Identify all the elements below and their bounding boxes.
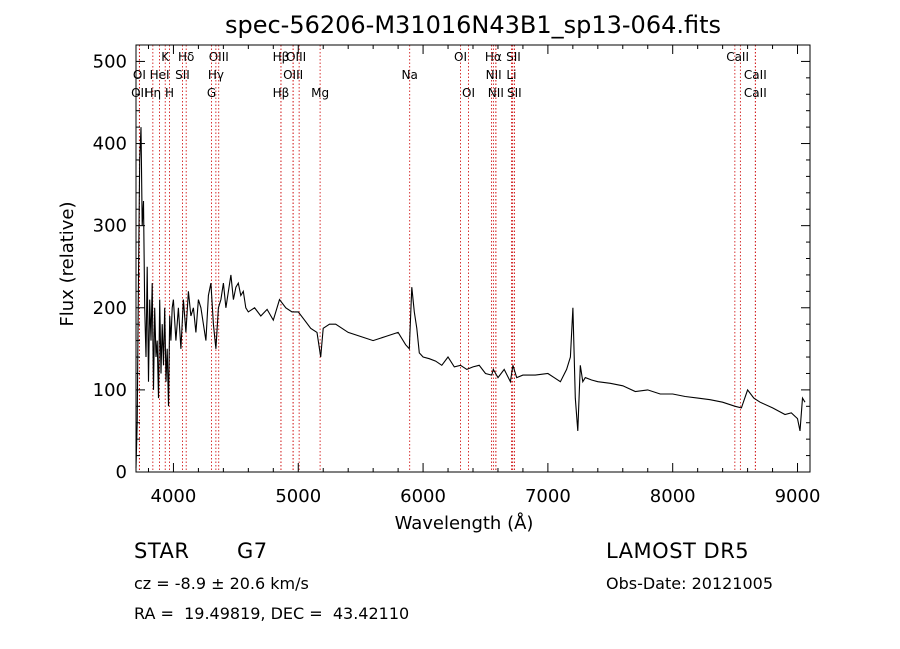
marker-label-10: HeI: [150, 68, 170, 82]
marker-label-6: Hα: [485, 50, 502, 64]
marker-label-27: CaII: [744, 86, 767, 100]
x-tick-label-1: 5000: [275, 486, 321, 507]
marker-label-1: K: [161, 50, 170, 64]
marker-label-23: Mg: [311, 86, 329, 100]
series-layer: [135, 127, 806, 468]
marker-label-7: SII: [506, 50, 521, 64]
x-tick-label-2: 6000: [400, 486, 446, 507]
marker-label-15: NII: [486, 68, 502, 82]
y-tick-label-1: 100: [93, 380, 127, 401]
plot-frame: [135, 44, 811, 473]
marker-label-19: Hη: [145, 86, 162, 100]
marker-label-17: CaII: [744, 68, 767, 82]
line-markers: Hβ K Hδ OIII OIII OI Hα SII CaII OI HeI SII Hγ OIII Na…: [131, 45, 767, 472]
marker-label-12: Hγ: [208, 68, 224, 82]
marker-label-11: SII: [175, 68, 190, 82]
marker-label-25: NII: [488, 86, 504, 100]
x-tick-label-4: 8000: [650, 486, 696, 507]
marker-label-21: G: [207, 86, 216, 100]
y-tick-label-2: 200: [93, 298, 127, 319]
marker-label-16: Li: [506, 68, 516, 82]
marker-label-2: Hδ: [178, 50, 194, 64]
marker-label-26: SII: [507, 86, 522, 100]
chart-title: spec-56206-M31016N43B1_sp13-064.fits: [225, 11, 721, 39]
x-axis-label: Wavelength (Å): [395, 512, 534, 534]
spectrum-series-0: [135, 127, 806, 468]
y-tick-label-3: 300: [93, 216, 127, 237]
y-tick-label-5: 500: [93, 51, 127, 72]
object-subclass: G7: [237, 539, 268, 563]
coordinates-readout: RA = 19.49819, DEC = 43.42110: [134, 604, 410, 623]
object-class: STAR: [134, 539, 190, 563]
marker-label-3: OIII: [209, 50, 229, 64]
y-axis-label: Flux (relative): [57, 201, 78, 326]
marker-label-13: OIII: [283, 68, 303, 82]
marker-label-20: H: [165, 86, 174, 100]
observation-date: Obs-Date: 20121005: [606, 574, 774, 593]
y-tick-label-0: 0: [116, 462, 127, 483]
x-tick-label-5: 9000: [775, 486, 821, 507]
marker-label-4: OIII: [286, 50, 306, 64]
redshift-readout: cz = -8.9 ± 20.6 km/s: [134, 574, 309, 593]
marker-label-24: OI: [462, 86, 475, 100]
x-tick-label-3: 7000: [525, 486, 571, 507]
marker-label-18: OII: [131, 86, 148, 100]
survey-name: LAMOST DR5: [606, 539, 750, 563]
marker-label-14: Na: [402, 68, 418, 82]
marker-label-5: OI: [454, 50, 467, 64]
marker-label-22: Hβ: [273, 86, 290, 100]
x-tick-label-0: 4000: [151, 486, 197, 507]
axes: 4000 5000 6000 7000 8000 9000 0 100 200 300 400 500: [93, 44, 821, 507]
marker-label-8: CaII: [726, 50, 749, 64]
y-tick-label-4: 400: [93, 134, 127, 155]
